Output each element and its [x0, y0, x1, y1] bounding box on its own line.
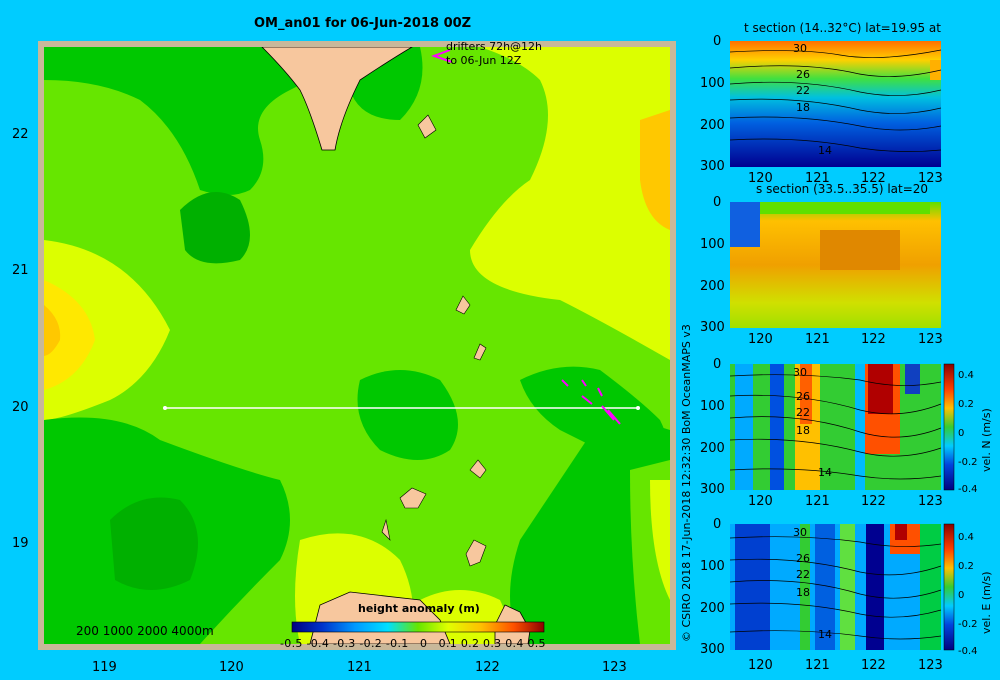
ve-contour-18: 18 — [796, 586, 810, 599]
lon-tick-122: 122 — [475, 660, 500, 675]
t-xtick-123: 123 — [918, 171, 943, 186]
s-ytick-100: 100 — [700, 237, 725, 252]
lon-tick-119: 119 — [92, 660, 117, 675]
depth-legend: 200 1000 2000 4000m — [76, 624, 214, 638]
t-contour-26: 26 — [796, 68, 810, 81]
ve-cbar-tick-neg0.4: -0.4 — [958, 646, 978, 657]
t-contour-30: 30 — [793, 42, 807, 55]
ve-ytick-300: 300 — [700, 642, 725, 657]
ve-cbar-tick-0: 0 — [958, 590, 965, 601]
vn-section-plot — [729, 364, 942, 490]
vn-contour-26: 26 — [796, 390, 810, 403]
colorbar-title: height anomaly (m) — [358, 602, 480, 615]
s-ytick-0: 0 — [713, 195, 722, 210]
s-xtick-123: 123 — [918, 332, 943, 347]
ssh-field — [44, 47, 670, 644]
t-section-plot — [729, 41, 942, 167]
vn-xtick-122: 122 — [861, 494, 886, 509]
vn-xtick-121: 121 — [805, 494, 830, 509]
ve-contour-26: 26 — [796, 552, 810, 565]
t-ytick-0: 0 — [713, 34, 722, 49]
ve-contour-14: 14 — [818, 628, 832, 641]
ve-xtick-121: 121 — [805, 658, 830, 673]
t-xtick-121: 121 — [805, 171, 830, 186]
colorbar-ticks: -0.5 -0.4 -0.3 -0.2 -0.1 0 0.1 0.2 0.3 0… — [280, 637, 546, 650]
t-xtick-122: 122 — [861, 171, 886, 186]
ve-ytick-200: 200 — [700, 601, 725, 616]
map-title: OM_an01 for 06-Jun-2018 00Z — [254, 16, 472, 31]
vn-contour-14: 14 — [818, 466, 832, 479]
height-colorbar — [291, 621, 545, 633]
ve-colorbar — [943, 523, 955, 651]
t-contour-18: 18 — [796, 101, 810, 114]
drifters-label-1: drifters 72h@12h — [446, 40, 543, 53]
vn-cbar-label: vel. N (m/s) — [980, 408, 993, 472]
t-ytick-300: 300 — [700, 159, 725, 174]
s-xtick-122: 122 — [861, 332, 886, 347]
drifters-label-2: to 06-Jun 12Z — [446, 54, 522, 67]
vn-cbar-tick-0: 0 — [958, 428, 965, 439]
t-contour-22: 22 — [796, 84, 810, 97]
ve-xtick-122: 122 — [861, 658, 886, 673]
s-xtick-120: 120 — [748, 332, 773, 347]
lon-tick-120: 120 — [219, 660, 244, 675]
vn-ytick-100: 100 — [700, 399, 725, 414]
t-section-title: t section (14..32°C) lat=19.95 at — [744, 21, 941, 35]
ve-cbar-tick-0.4: 0.4 — [958, 532, 974, 543]
vn-cbar-tick-neg0.2: -0.2 — [958, 457, 978, 468]
vn-colorbar — [943, 363, 955, 491]
ve-section-plot — [729, 524, 942, 650]
vn-contour-18: 18 — [796, 424, 810, 437]
ve-contour-30: 30 — [793, 526, 807, 539]
s-section-title: s section (33.5..35.5) lat=20 — [756, 182, 929, 196]
ve-cbar-label: vel. E (m/s) — [980, 571, 993, 634]
lon-tick-123: 123 — [602, 660, 627, 675]
vn-ytick-300: 300 — [700, 482, 725, 497]
vn-xtick-120: 120 — [748, 494, 773, 509]
t-xtick-120: 120 — [748, 171, 773, 186]
t-ytick-100: 100 — [700, 76, 725, 91]
ve-cbar-tick-0.2: 0.2 — [958, 561, 974, 572]
ve-xtick-123: 123 — [918, 658, 943, 673]
vn-ytick-0: 0 — [713, 357, 722, 372]
vn-contour-22: 22 — [796, 406, 810, 419]
ve-xtick-120: 120 — [748, 658, 773, 673]
vn-ytick-200: 200 — [700, 441, 725, 456]
s-section-plot — [730, 202, 941, 328]
s-xtick-121: 121 — [805, 332, 830, 347]
vn-cbar-tick-0.4: 0.4 — [958, 370, 974, 381]
t-ytick-200: 200 — [700, 118, 725, 133]
ve-cbar-tick-neg0.2: -0.2 — [958, 619, 978, 630]
ve-ytick-100: 100 — [700, 559, 725, 574]
lat-tick-21: 21 — [12, 263, 29, 278]
vn-contour-30: 30 — [793, 366, 807, 379]
lat-tick-19: 19 — [12, 536, 29, 551]
ve-contour-22: 22 — [796, 568, 810, 581]
s-ytick-200: 200 — [700, 279, 725, 294]
t-contour-14: 14 — [818, 144, 832, 157]
ve-ytick-0: 0 — [713, 517, 722, 532]
vn-cbar-tick-neg0.4: -0.4 — [958, 484, 978, 495]
s-ytick-300: 300 — [700, 320, 725, 335]
vn-cbar-tick-0.2: 0.2 — [958, 399, 974, 410]
lon-tick-121: 121 — [347, 660, 372, 675]
credit-text: © CSIRO 2018 17-Jun-2018 12:32:30 BoM Oc… — [680, 324, 693, 642]
lat-tick-22: 22 — [12, 127, 29, 142]
lat-tick-20: 20 — [12, 400, 29, 415]
vn-xtick-123: 123 — [918, 494, 943, 509]
